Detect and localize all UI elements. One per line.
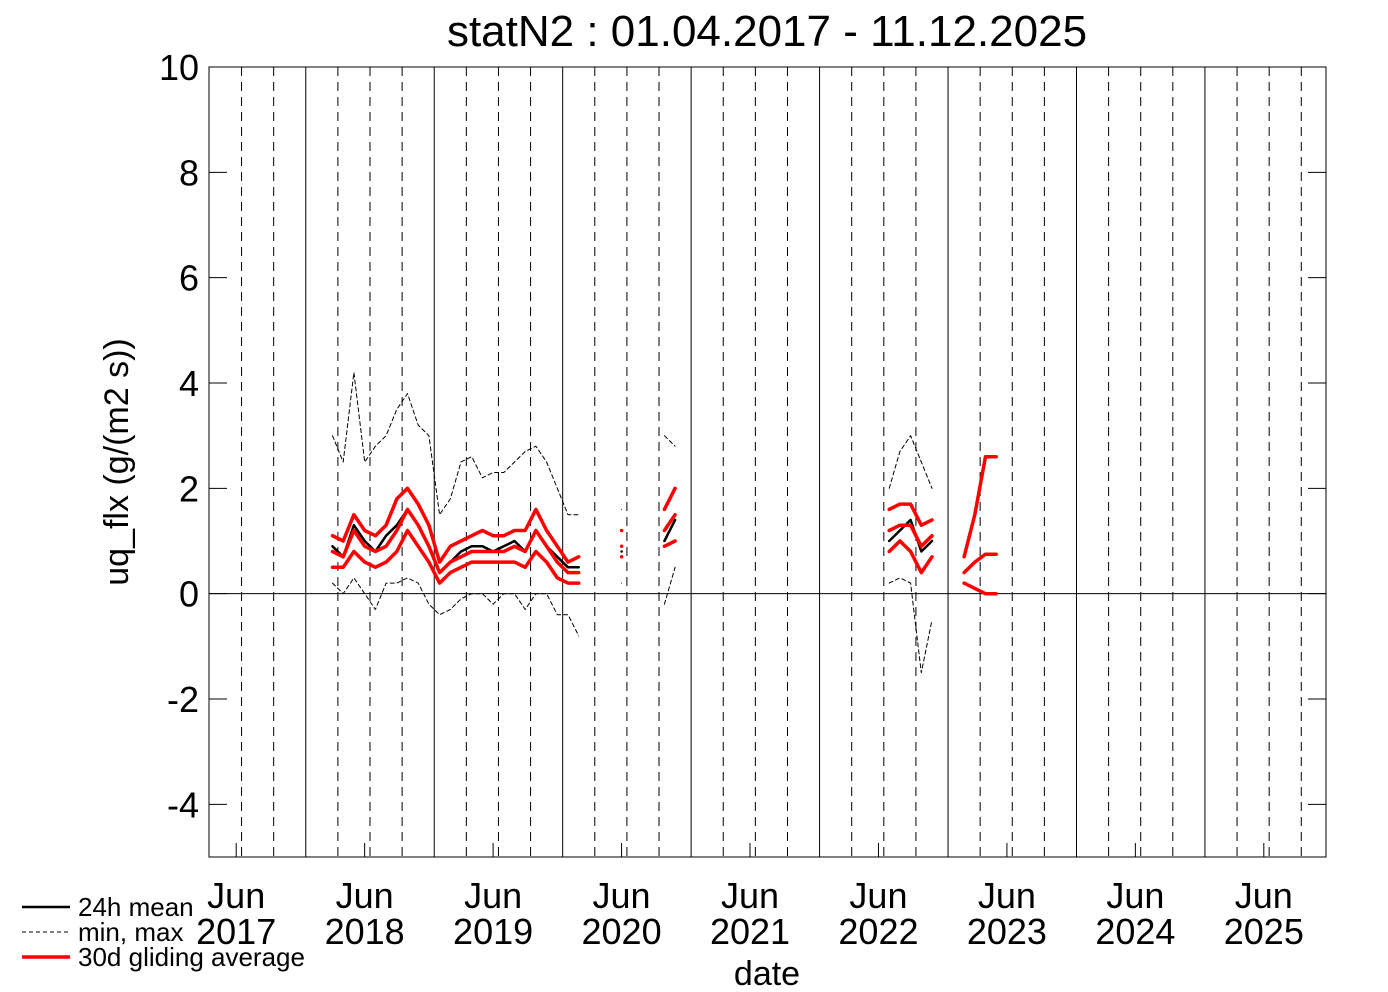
y-tick-label: 2 [179,468,199,509]
legend-label: min, max [78,917,183,947]
x-tick-label-line: Jun [721,875,779,916]
series-line [330,454,998,564]
legend-label: 30d gliding average [78,942,305,972]
x-tick-label-line: Jun [1106,875,1164,916]
x-tick-label-line: 2025 [1224,911,1304,952]
y-tick-label: 8 [179,152,199,193]
x-tick-label-line: Jun [336,875,394,916]
x-tick-label-line: Jun [1235,875,1293,916]
x-tick-label-line: 2017 [196,911,276,952]
series-line [330,507,998,575]
x-tick-label: Jun 2023 [967,875,1047,952]
x-tick-label-line: 2022 [838,911,918,952]
series-line [332,566,933,674]
legend-label: 24h mean [78,892,194,922]
y-tick-label: -2 [167,679,199,720]
x-tick-label: Jun 2019 [453,875,533,952]
y-tick-label: 4 [179,363,199,404]
x-tick-label-line: Jun [464,875,522,916]
x-tick-label-line: Jun [978,875,1036,916]
y-axis-label: uq_flx (g/(m2 s)) [98,338,136,586]
x-tick-label-line: 2021 [710,911,790,952]
x-tick-label-line: Jun [593,875,651,916]
x-tick-label-line: 2020 [582,911,662,952]
x-tick-label: Jun 2025 [1224,875,1304,952]
series-line [332,372,933,516]
series-line [330,528,998,596]
plot-frame [208,66,1327,858]
chart-title: statN2 : 01.04.2017 - 11.12.2025 [447,7,1087,56]
y-tick-label: 6 [179,258,199,299]
x-axis-label: date [734,955,800,992]
x-tick-label-line: Jun [207,875,265,916]
x-tick-label-line: Jun [849,875,907,916]
x-tick-label: Jun 2021 [710,875,790,952]
x-tick-label: Jun 2018 [325,875,405,952]
x-tick-label: Jun 2017 [196,875,276,952]
y-tick-label: 10 [159,47,199,88]
x-tick-label: Jun 2022 [838,875,918,952]
x-tick-label: Jun 2020 [582,875,662,952]
x-tick-label: Jun 2024 [1095,875,1175,952]
y-tick-label: 0 [179,574,199,615]
x-tick-label-line: 2023 [967,911,1047,952]
y-tick-label: -4 [167,784,199,825]
x-tick-label-line: 2024 [1095,911,1175,952]
x-tick-label-line: 2019 [453,911,533,952]
x-tick-label-line: 2018 [325,911,405,952]
